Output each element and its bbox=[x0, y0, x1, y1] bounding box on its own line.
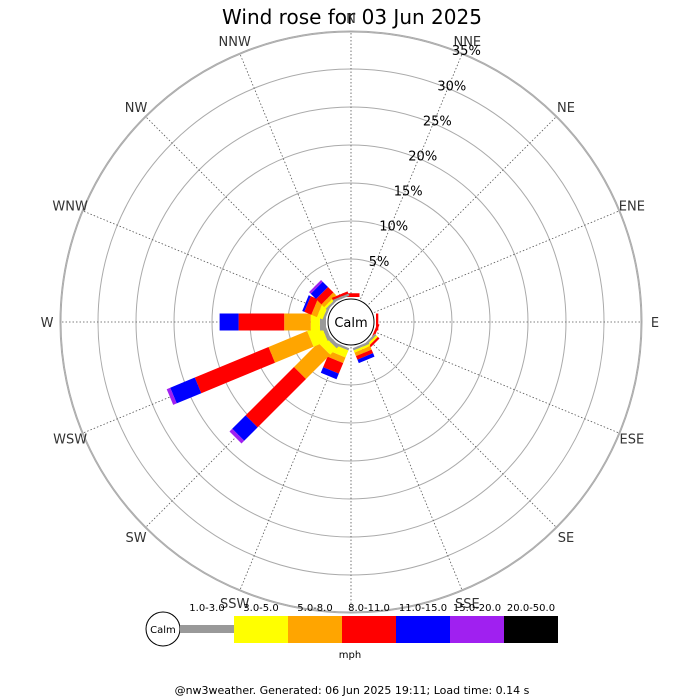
direction-label-wsw: WSW bbox=[53, 432, 87, 447]
radial-tick-labels: 5% 10% 15% 20% 25% 30% 35% bbox=[369, 44, 481, 270]
direction-label-ssw: SSW bbox=[220, 597, 250, 612]
direction-label-ne: NE bbox=[557, 101, 575, 116]
direction-label-wnw: WNW bbox=[52, 200, 88, 215]
spoke-wnw bbox=[82, 210, 329, 313]
direction-label-se: SE bbox=[558, 531, 574, 546]
bar-sse-11-0-15-0 bbox=[357, 353, 375, 364]
legend-calm-label: Calm bbox=[150, 625, 176, 636]
direction-label-nnw: NNW bbox=[219, 35, 251, 50]
spoke-se bbox=[368, 339, 557, 528]
bar-sw-11-0-15-0 bbox=[232, 415, 258, 441]
bar-wnw-8-0-11-0 bbox=[304, 296, 318, 315]
radial-tick-35: 35% bbox=[452, 44, 481, 59]
bar-w-3-0-5-0 bbox=[310, 313, 320, 331]
spoke-sw bbox=[145, 339, 334, 528]
legend-unit: mph bbox=[339, 650, 361, 661]
legend-swatch-20-0-50-0 bbox=[504, 616, 558, 643]
bar-nnw-8-0-11-0 bbox=[331, 291, 349, 300]
legend-swatch-1-0-3-0 bbox=[180, 625, 234, 633]
bar-sse-3-0-5-0 bbox=[353, 344, 371, 353]
radial-tick-5: 5% bbox=[369, 255, 390, 270]
legend-label-20-0-50-0: 20.0-50.0 bbox=[507, 603, 555, 614]
spoke-ese bbox=[373, 331, 620, 434]
legend-label-5-0-8-0: 5.0-8.0 bbox=[297, 603, 332, 614]
spoke-ssw bbox=[239, 344, 342, 591]
radial-tick-15: 15% bbox=[394, 185, 423, 200]
speed-legend: Calm 1.0-3.0 3.0-5.0 5.0-8.0 8.0-11.0 11.0-1… bbox=[145, 603, 558, 661]
bar-w-5-0-8-0 bbox=[284, 313, 311, 331]
direction-spokes bbox=[61, 32, 641, 612]
footer-text: @nw3weather. Generated: 06 Jun 2025 19:1… bbox=[175, 684, 530, 697]
spoke-wsw bbox=[82, 331, 329, 434]
legend-label-11-0-15-0: 11.0-15.0 bbox=[399, 603, 447, 614]
direction-label-sw: SW bbox=[125, 531, 146, 546]
radial-tick-20: 20% bbox=[408, 149, 437, 164]
spoke-ene bbox=[373, 210, 620, 313]
bar-ssw-8-0-11-0 bbox=[323, 356, 344, 374]
radial-tick-30: 30% bbox=[437, 79, 466, 94]
bar-sse-1-0-3-0 bbox=[352, 341, 370, 351]
spoke-ne bbox=[368, 116, 557, 305]
direction-labels: NNNENEENEEESESESSESSSWSWWSWWWNWNWNNW bbox=[41, 12, 660, 635]
bar-sw-8-0-11-0 bbox=[245, 367, 306, 428]
bar-w-11-0-15-0 bbox=[219, 313, 239, 331]
direction-label-ene: ENE bbox=[619, 200, 645, 215]
bar-nw-15-0-20-0 bbox=[309, 280, 323, 294]
bar-wsw-15-0-20-0 bbox=[166, 387, 177, 405]
bar-sw-5-0-8-0 bbox=[294, 342, 331, 379]
bar-wnw-11-0-15-0 bbox=[302, 295, 311, 312]
direction-label-ese: ESE bbox=[620, 432, 645, 447]
bar-nw-11-0-15-0 bbox=[310, 281, 328, 299]
legend-label-1-0-3-0: 1.0-3.0 bbox=[189, 603, 224, 614]
bar-sse-5-0-8-0 bbox=[354, 346, 372, 357]
legend-swatch-8-0-11-0 bbox=[342, 616, 396, 643]
legend-label-8-0-11-0: 8.0-11.0 bbox=[348, 603, 390, 614]
spoke-nw bbox=[145, 116, 334, 305]
bar-wsw-3-0-5-0 bbox=[307, 325, 328, 347]
grid-ring-15 bbox=[211, 182, 491, 462]
bar-nnw-1-0-3-0 bbox=[332, 293, 350, 303]
bar-sw-15-0-20-0 bbox=[229, 428, 245, 444]
radial-tick-25: 25% bbox=[423, 114, 452, 129]
legend-swatch-3-0-5-0 bbox=[234, 616, 288, 643]
bar-nw-5-0-8-0 bbox=[321, 292, 337, 308]
grid-ring-outer bbox=[60, 31, 642, 613]
bar-ssw-11-0-15-0 bbox=[320, 367, 339, 380]
direction-label-nne: NNE bbox=[453, 35, 481, 50]
legend-swatch-15-0-20-0 bbox=[450, 616, 504, 643]
legend-label-15-0-20-0: 15.0-20.0 bbox=[453, 603, 501, 614]
grid-ring-35 bbox=[59, 30, 643, 614]
legend-swatch-11-0-15-0 bbox=[396, 616, 450, 643]
legend-label-3-0-5-0: 3.0-5.0 bbox=[243, 603, 278, 614]
wind-bars bbox=[166, 280, 380, 444]
direction-label-nw: NW bbox=[125, 101, 148, 116]
spoke-nnw bbox=[239, 53, 342, 300]
chart-title: Wind rose for 03 Jun 2025 bbox=[222, 5, 482, 29]
bar-nw-8-0-11-0 bbox=[316, 287, 334, 305]
bar-sse-8-0-11-0 bbox=[355, 349, 374, 360]
calm-label: Calm bbox=[334, 316, 367, 331]
direction-label-sse: SSE bbox=[455, 597, 480, 612]
direction-label-n: N bbox=[346, 12, 356, 27]
direction-label-e: E bbox=[651, 316, 659, 331]
bar-ssw-5-0-8-0 bbox=[327, 351, 346, 364]
bar-wsw-11-0-15-0 bbox=[170, 377, 202, 404]
bar-wsw-5-0-8-0 bbox=[268, 331, 314, 363]
calm-center: Calm bbox=[327, 298, 375, 346]
bar-wnw-5-0-8-0 bbox=[311, 299, 324, 318]
spoke-nne bbox=[360, 53, 463, 300]
legend-swatch-5-0-8-0 bbox=[288, 616, 342, 643]
radial-tick-10: 10% bbox=[379, 220, 408, 235]
direction-label-w: W bbox=[41, 316, 54, 331]
spoke-sse bbox=[360, 344, 463, 591]
bar-wsw-8-0-11-0 bbox=[194, 347, 275, 394]
bar-w-8-0-11-0 bbox=[238, 313, 285, 331]
